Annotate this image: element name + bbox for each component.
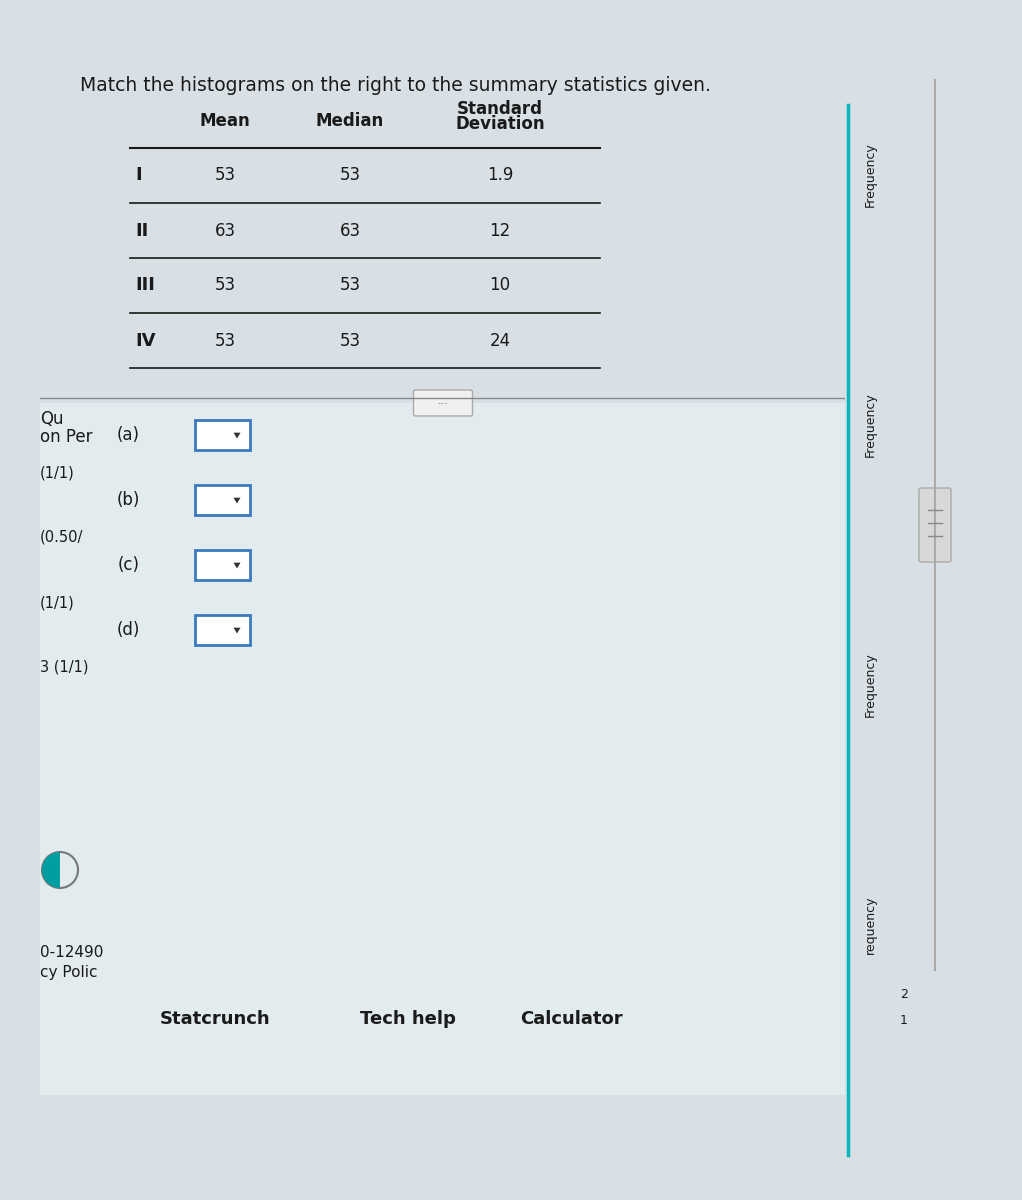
- Text: 10: 10: [490, 276, 511, 294]
- Text: ...: ...: [437, 396, 449, 406]
- Text: 53: 53: [339, 167, 361, 185]
- Text: (b): (b): [117, 491, 140, 509]
- Bar: [40, 403, 845, 1094]
- Text: 3 (1/1): 3 (1/1): [40, 660, 89, 674]
- Wedge shape: [42, 852, 60, 888]
- Polygon shape: [233, 628, 240, 634]
- Polygon shape: [233, 433, 240, 438]
- Text: Deviation: Deviation: [455, 115, 545, 133]
- Text: 53: 53: [215, 331, 235, 349]
- Text: Standard: Standard: [457, 100, 543, 118]
- Text: (1/1): (1/1): [40, 464, 75, 480]
- Text: (d): (d): [117, 622, 140, 638]
- Text: 2: 2: [900, 989, 908, 1002]
- Polygon shape: [233, 498, 240, 504]
- Text: 63: 63: [215, 222, 235, 240]
- Text: cy Polic: cy Polic: [40, 965, 97, 980]
- Text: (1/1): (1/1): [40, 595, 75, 610]
- Text: Statcrunch: Statcrunch: [160, 1010, 271, 1028]
- Bar: [195, 420, 250, 450]
- Text: 53: 53: [339, 331, 361, 349]
- Text: 1: 1: [900, 1014, 908, 1026]
- FancyBboxPatch shape: [414, 390, 472, 416]
- Text: (a): (a): [117, 426, 140, 444]
- Text: IV: IV: [135, 331, 155, 349]
- Text: II: II: [135, 222, 148, 240]
- Text: 63: 63: [339, 222, 361, 240]
- Bar: [195, 614, 250, 646]
- Text: Match the histograms on the right to the summary statistics given.: Match the histograms on the right to the…: [80, 76, 711, 95]
- Text: Mean: Mean: [199, 112, 250, 130]
- Text: I: I: [135, 167, 142, 185]
- FancyBboxPatch shape: [919, 488, 951, 562]
- Text: Frequency: Frequency: [864, 653, 877, 718]
- Text: 53: 53: [339, 276, 361, 294]
- Text: (0.50/: (0.50/: [40, 530, 84, 545]
- Text: requency: requency: [864, 895, 877, 954]
- Text: 53: 53: [215, 276, 235, 294]
- Text: 0-12490: 0-12490: [40, 946, 103, 960]
- Text: 53: 53: [215, 167, 235, 185]
- Text: Frequency: Frequency: [864, 143, 877, 208]
- Text: on Per: on Per: [40, 428, 93, 446]
- Text: Median: Median: [316, 112, 384, 130]
- Bar: [195, 550, 250, 580]
- Text: Tech help: Tech help: [360, 1010, 456, 1028]
- Bar: [195, 485, 250, 515]
- Text: 1.9: 1.9: [486, 167, 513, 185]
- Text: Calculator: Calculator: [520, 1010, 622, 1028]
- Text: (c): (c): [118, 556, 140, 574]
- Text: Qu: Qu: [40, 410, 63, 428]
- Text: 24: 24: [490, 331, 511, 349]
- Text: Frequency: Frequency: [864, 392, 877, 457]
- Text: 12: 12: [490, 222, 511, 240]
- Text: III: III: [135, 276, 155, 294]
- Polygon shape: [233, 563, 240, 569]
